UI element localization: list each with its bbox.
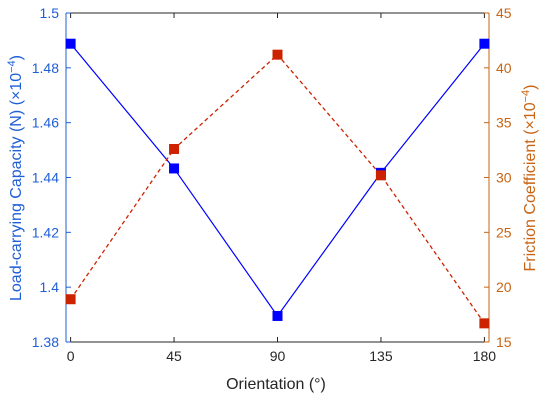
right-y-axis-label-text: Friction Coefficient (×10: [522, 102, 539, 271]
right-y-tick-label: 20: [496, 279, 512, 295]
left-y-tick-label: 1.5: [40, 5, 60, 21]
x-tick-label: 0: [67, 348, 75, 364]
right-y-tick-label: 15: [496, 334, 512, 350]
x-axis-ticks: 0 45 90 135 180: [67, 13, 497, 364]
left-y-tick-label: 1.48: [32, 60, 59, 76]
x-tick-label: 135: [369, 348, 393, 364]
right-series-point: [169, 143, 180, 154]
left-y-axis-label-text: Load-carrying Capacity (N) (×10: [8, 73, 25, 301]
x-tick-label: 45: [166, 348, 182, 364]
right-y-tick-label: 35: [496, 115, 512, 131]
left-y-tick-label: 1.38: [32, 334, 59, 350]
right-series-point: [479, 318, 490, 329]
right-y-tick-label: 45: [496, 5, 512, 21]
left-series-point: [272, 310, 283, 321]
right-y-axis-ticks: 15 20 25 30 35 40 45: [484, 5, 512, 350]
right-y-axis-label: Friction Coefficient (×10−4): [520, 85, 539, 272]
left-y-tick-label: 1.42: [32, 224, 59, 240]
left-series-line: [70, 43, 485, 317]
left-y-tick-label: 1.44: [32, 170, 59, 186]
left-y-axis-label: Load-carrying Capacity (N) (×10−4): [6, 55, 25, 301]
x-tick-label: 180: [473, 348, 497, 364]
right-series-point: [272, 49, 283, 60]
right-y-tick-label: 40: [496, 60, 512, 76]
right-series-point: [65, 294, 76, 305]
right-y-tick-label: 25: [496, 224, 512, 240]
right-y-axis-label-exponent: −4: [520, 90, 532, 103]
right-y-axis-label-close: ): [522, 85, 539, 90]
left-y-axis-ticks: 1.38 1.4 1.42 1.44 1.46 1.48 1.5: [32, 5, 71, 350]
left-series-point: [65, 38, 76, 49]
right-series-point: [375, 170, 386, 181]
left-series-point: [169, 163, 180, 174]
left-series-point: [479, 38, 490, 49]
left-y-tick-label: 1.46: [32, 115, 59, 131]
left-y-tick-label: 1.4: [40, 279, 60, 295]
x-tick-label: 90: [270, 348, 286, 364]
left-y-axis-label-close: ): [8, 55, 25, 60]
right-series-line: [70, 53, 485, 324]
left-y-axis-label-exponent: −4: [6, 60, 18, 73]
plot-frame: [65, 12, 490, 343]
series-layer: [65, 38, 490, 329]
right-y-tick-label: 30: [496, 170, 512, 186]
x-axis-label: Orientation (°): [226, 376, 326, 393]
